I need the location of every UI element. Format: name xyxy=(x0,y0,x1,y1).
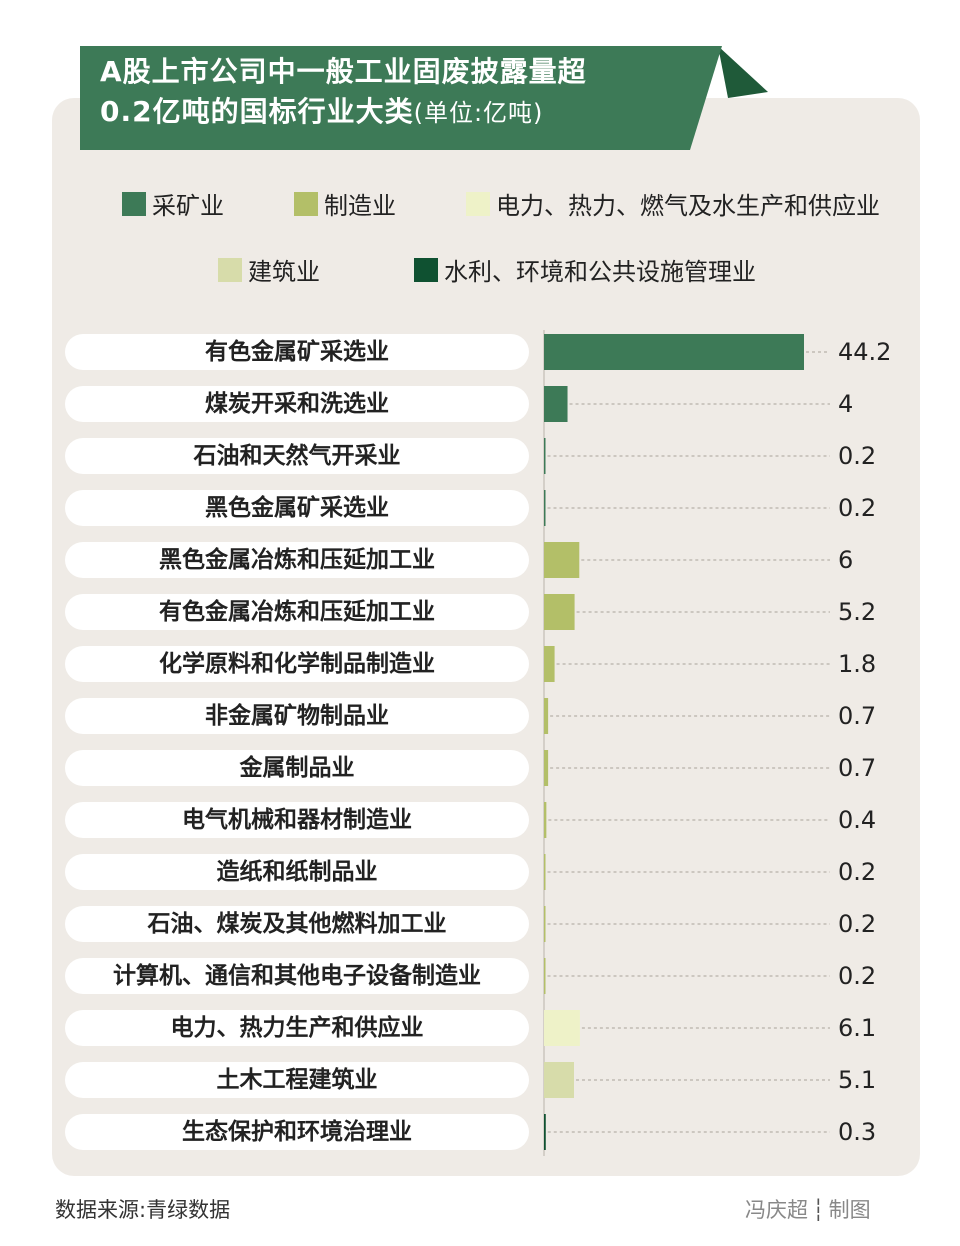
chart-row: 有色金属冶炼和压延加工业 5.2 xyxy=(0,594,960,630)
legend-item-manufacturing: 制造业 xyxy=(294,186,396,221)
value-label: 0.7 xyxy=(838,702,877,730)
chart-row: 煤炭开采和洗选业 4 xyxy=(0,386,960,422)
category-label: 电力、热力生产和供应业 xyxy=(65,1010,529,1046)
category-label: 土木工程建筑业 xyxy=(65,1062,529,1098)
chart-row: 计算机、通信和其他电子设备制造业 0.2 xyxy=(0,958,960,994)
value-label: 5.2 xyxy=(838,598,877,626)
value-label: 0.2 xyxy=(838,910,877,938)
category-label: 造纸和纸制品业 xyxy=(65,854,529,890)
banner-ribbon xyxy=(80,46,722,150)
credit: 冯庆超 ┆ 制图 xyxy=(745,1194,871,1224)
category-label: 有色金属冶炼和压延加工业 xyxy=(65,594,529,630)
category-label: 有色金属矿采选业 xyxy=(65,334,529,370)
legend-swatch xyxy=(414,257,438,282)
value-label: 6 xyxy=(838,546,854,574)
chart-row: 造纸和纸制品业 0.2 xyxy=(0,854,960,890)
legend-item-construction: 建筑业 xyxy=(218,252,320,287)
chart-row: 石油、煤炭及其他燃料加工业 0.2 xyxy=(0,906,960,942)
chart-row: 黑色金属矿采选业 0.2 xyxy=(0,490,960,526)
value-label: 0.2 xyxy=(838,442,877,470)
value-label: 0.3 xyxy=(838,1118,877,1146)
category-label: 计算机、通信和其他电子设备制造业 xyxy=(65,958,529,994)
category-label: 黑色金属矿采选业 xyxy=(65,490,529,526)
category-label: 生态保护和环境治理业 xyxy=(65,1114,529,1150)
legend-item-utilities: 电力、热力、燃气及水生产和供应业 xyxy=(466,186,880,221)
value-label: 1.8 xyxy=(838,650,877,678)
title-unit: (单位:亿吨) xyxy=(413,99,544,127)
category-label: 非金属矿物制品业 xyxy=(65,698,529,734)
chart-row: 有色金属矿采选业 44.2 xyxy=(0,334,960,370)
category-label: 石油和天然气开采业 xyxy=(65,438,529,474)
legend-item-environment: 水利、环境和公共设施管理业 xyxy=(414,252,756,287)
legend-item-mining: 采矿业 xyxy=(122,186,224,221)
credit-made: 制图 xyxy=(828,1198,871,1222)
legend-label: 电力、热力、燃气及水生产和供应业 xyxy=(496,192,880,220)
legend-swatch xyxy=(294,191,318,216)
legend-swatch xyxy=(466,191,490,216)
category-label: 化学原料和化学制品制造业 xyxy=(65,646,529,682)
banner-fold-icon xyxy=(718,46,768,98)
category-label: 石油、煤炭及其他燃料加工业 xyxy=(65,906,529,942)
chart-row: 电气机械和器材制造业 0.4 xyxy=(0,802,960,838)
legend-label: 采矿业 xyxy=(152,192,224,220)
title-line-2: 0.2亿吨的国标行业大类 xyxy=(100,95,414,128)
title-banner xyxy=(80,46,768,150)
credit-separator: ┆ xyxy=(812,1198,825,1222)
chart-row: 金属制品业 0.7 xyxy=(0,750,960,786)
value-label: 0.2 xyxy=(838,494,877,522)
chart-row: 石油和天然气开采业 0.2 xyxy=(0,438,960,474)
value-label: 44.2 xyxy=(838,338,892,366)
category-label: 电气机械和器材制造业 xyxy=(65,802,529,838)
chart-row: 生态保护和环境治理业 0.3 xyxy=(0,1114,960,1150)
legend-label: 制造业 xyxy=(324,192,396,220)
data-source: 数据来源:青绿数据 xyxy=(55,1198,231,1222)
author-name: 冯庆超 xyxy=(745,1198,808,1222)
legend-swatch xyxy=(218,257,242,282)
legend-label: 建筑业 xyxy=(248,258,320,286)
value-label: 4 xyxy=(838,390,854,418)
chart-row: 非金属矿物制品业 0.7 xyxy=(0,698,960,734)
chart-row: 土木工程建筑业 5.1 xyxy=(0,1062,960,1098)
value-label: 0.7 xyxy=(838,754,877,782)
value-label: 6.1 xyxy=(838,1014,877,1042)
value-label: 0.4 xyxy=(838,806,877,834)
chart-panel xyxy=(52,98,920,1176)
chart-title: A股上市公司中一般工业固废披露量超 0.2亿吨的国标行业大类(单位:亿吨) xyxy=(100,52,587,133)
title-line-1: A股上市公司中一般工业固废披露量超 xyxy=(100,55,587,88)
category-label: 煤炭开采和洗选业 xyxy=(65,386,529,422)
value-label: 5.1 xyxy=(838,1066,877,1094)
chart-row: 化学原料和化学制品制造业 1.8 xyxy=(0,646,960,682)
value-label: 0.2 xyxy=(838,962,877,990)
legend-swatch xyxy=(122,191,146,216)
value-label: 0.2 xyxy=(838,858,877,886)
category-label: 黑色金属冶炼和压延加工业 xyxy=(65,542,529,578)
chart-row: 黑色金属冶炼和压延加工业 6 xyxy=(0,542,960,578)
legend-label: 水利、环境和公共设施管理业 xyxy=(444,258,756,286)
category-label: 金属制品业 xyxy=(65,750,529,786)
chart-row: 电力、热力生产和供应业 6.1 xyxy=(0,1010,960,1046)
